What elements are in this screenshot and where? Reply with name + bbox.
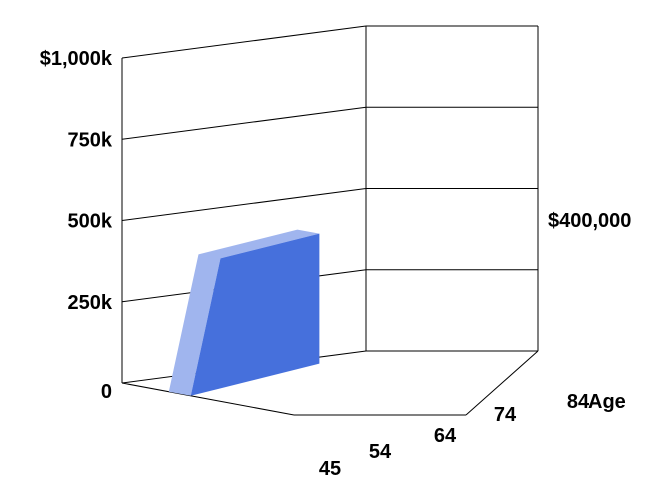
x-tick-label: 45 [319, 458, 341, 477]
y-axis-labels: 0 250k 500k 750k $1,000k [40, 48, 113, 403]
x-tick-label: 54 [369, 441, 392, 463]
y-tick-label: 0 [101, 381, 112, 403]
y-tick-label: 500k [68, 211, 113, 233]
y-tick-label: $1,000k [40, 48, 113, 70]
floor-front-left-edge [121, 382, 295, 416]
area-top-face [168, 229, 320, 396]
annotation-label: $400,000 [548, 210, 631, 232]
x-tick-label: 74 [494, 404, 517, 426]
x-axis-suffix: Age [588, 391, 626, 413]
left-wall-gridline [121, 106, 367, 140]
y-tick-label: 750k [68, 129, 113, 151]
y-tick-label: 250k [68, 292, 113, 314]
x-tick-label: 64 [434, 425, 457, 447]
area-front-face [190, 233, 320, 396]
floor-right-edge [465, 350, 539, 416]
left-wall-gridline [121, 25, 367, 59]
chart-walls [121, 25, 539, 416]
area-series [168, 229, 320, 396]
left-wall-gridline [121, 188, 367, 221]
x-tick-label: 84 [567, 391, 590, 413]
